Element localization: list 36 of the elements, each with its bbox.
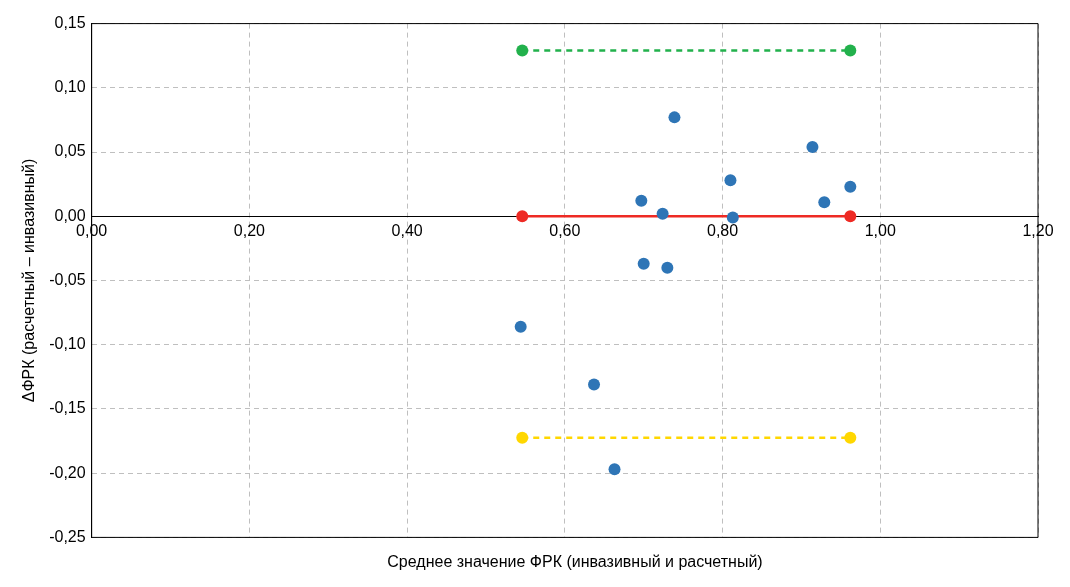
x-tick-label: 0,60 bbox=[549, 222, 581, 240]
point bbox=[726, 211, 739, 224]
point bbox=[514, 320, 527, 333]
point bbox=[588, 378, 601, 391]
point bbox=[608, 463, 621, 476]
point bbox=[516, 210, 529, 223]
y-tick-label: 0,10 bbox=[54, 78, 86, 96]
point bbox=[661, 261, 674, 274]
y-tick-label: -0,20 bbox=[49, 463, 86, 481]
x-tick-label: 1,00 bbox=[864, 222, 896, 240]
point bbox=[656, 207, 669, 220]
point bbox=[668, 111, 681, 124]
point bbox=[637, 257, 650, 270]
point bbox=[818, 196, 831, 209]
y-tick-label: 0,05 bbox=[54, 142, 86, 160]
point bbox=[844, 180, 857, 193]
x-tick-label: 0,20 bbox=[233, 222, 266, 240]
x-tick-label: 1,20 bbox=[1022, 222, 1054, 240]
y-tick-label: -0,05 bbox=[49, 270, 86, 288]
x-axis-title: Среднее значение ФРК (инвазивный и расчетный) bbox=[386, 553, 764, 571]
point bbox=[635, 194, 648, 207]
y-tick-label: -0,25 bbox=[49, 527, 86, 545]
y-tick-label: -0,10 bbox=[49, 335, 86, 353]
x-tick-label: 0,40 bbox=[391, 222, 423, 240]
y-tick-label: 0,00 bbox=[54, 206, 86, 224]
point bbox=[806, 140, 819, 153]
point bbox=[516, 44, 529, 57]
y-axis-title: ΔФРК (расчетный – инвазивный) bbox=[20, 158, 38, 403]
y-tick-label: -0,15 bbox=[49, 399, 86, 417]
point bbox=[724, 174, 737, 187]
point bbox=[516, 431, 529, 444]
point bbox=[844, 44, 857, 57]
x-tick-label: 0,80 bbox=[706, 222, 739, 240]
point bbox=[844, 210, 857, 223]
point bbox=[844, 431, 857, 444]
y-tick-label: 0,15 bbox=[54, 14, 86, 32]
